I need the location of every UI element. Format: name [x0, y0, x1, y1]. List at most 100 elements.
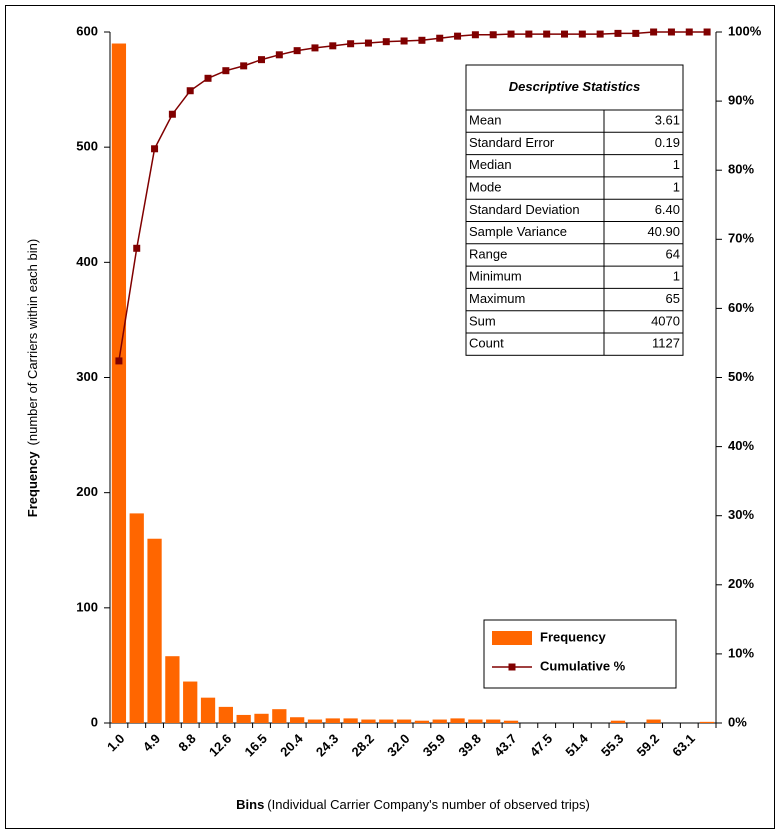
- bar: [468, 719, 483, 723]
- cumulative-marker: [436, 34, 444, 42]
- cumulative-marker: [311, 44, 319, 52]
- table-value: 6.40: [655, 202, 680, 217]
- cumulative-marker: [561, 30, 568, 38]
- table-value: 1: [673, 157, 680, 172]
- cumulative-marker: [525, 30, 533, 38]
- cumulative-marker: [703, 28, 711, 36]
- bar: [503, 720, 519, 723]
- y2-tick-label: 40%: [728, 438, 754, 453]
- table-value: 1: [673, 269, 680, 284]
- y-tick-label: 200: [76, 484, 98, 499]
- y-axis-title-note: (number of Carriers within each bin): [25, 239, 40, 446]
- table-value: 3.61: [655, 113, 680, 128]
- bar: [254, 713, 269, 723]
- y2-tick-label: 90%: [728, 93, 754, 108]
- bar: [325, 718, 340, 723]
- bar: [432, 719, 447, 723]
- table-value: 1: [673, 179, 680, 194]
- y2-tick-label: 0%: [728, 714, 747, 729]
- cumulative-marker: [115, 357, 123, 365]
- y-tick-label: 0: [91, 714, 98, 729]
- table-value: 0.19: [655, 135, 680, 150]
- cumulative-marker: [258, 56, 265, 64]
- table-label: Median: [469, 157, 512, 172]
- table-label: Sum: [469, 313, 496, 328]
- y2-tick-label: 80%: [728, 162, 754, 177]
- cumulative-marker: [685, 28, 693, 36]
- bar: [646, 719, 661, 723]
- bar: [379, 719, 394, 723]
- y2-tick-label: 30%: [728, 507, 754, 522]
- legend-marker: [508, 663, 516, 671]
- bar: [307, 719, 323, 723]
- bar: [290, 717, 305, 723]
- cumulative-marker: [471, 31, 479, 39]
- cumulative-marker: [240, 62, 248, 70]
- stats-table-title: Descriptive Statistics: [509, 79, 641, 94]
- cumulative-marker: [507, 30, 515, 38]
- cumulative-marker: [133, 244, 141, 252]
- bar: [414, 720, 430, 723]
- cumulative-marker: [151, 145, 159, 153]
- bar: [272, 709, 287, 723]
- bar: [147, 538, 162, 723]
- y2-tick-label: 50%: [728, 369, 754, 384]
- cumulative-marker: [578, 30, 586, 38]
- table-label: Standard Error: [469, 135, 555, 150]
- bar: [183, 681, 198, 723]
- y-axis-title-main: Frequency: [25, 451, 40, 518]
- cumulative-marker: [168, 110, 176, 118]
- cumulative-marker: [329, 42, 337, 50]
- table-label: Range: [469, 246, 507, 261]
- cumulative-marker: [382, 38, 390, 46]
- cumulative-marker: [293, 47, 301, 55]
- y-tick-label: 300: [76, 369, 98, 384]
- cumulative-marker: [632, 29, 640, 37]
- table-label: Mean: [469, 113, 502, 128]
- table-label: Mode: [469, 179, 502, 194]
- table-value: 40.90: [647, 224, 680, 239]
- y-tick-label: 600: [76, 23, 98, 38]
- stats-table: [465, 64, 684, 356]
- cumulative-marker: [186, 87, 194, 95]
- cumulative-marker: [596, 30, 604, 38]
- table-label: Standard Deviation: [469, 202, 580, 217]
- bar: [111, 43, 127, 724]
- y2-tick-label: 60%: [728, 300, 754, 315]
- table-value: 4070: [651, 313, 680, 328]
- cumulative-line: [118, 31, 708, 362]
- bar: [129, 513, 144, 723]
- cumulative-marker: [275, 51, 283, 59]
- bar: [236, 714, 251, 723]
- legend-swatch: [492, 631, 532, 645]
- y-tick-label: 400: [76, 254, 98, 269]
- bar: [396, 719, 412, 723]
- table-value: 64: [666, 246, 680, 261]
- y2-tick-label: 20%: [728, 576, 754, 591]
- bar: [450, 718, 465, 723]
- cumulative-marker: [400, 37, 408, 45]
- y-tick-label: 100: [76, 599, 98, 614]
- table-value: 1127: [652, 336, 680, 351]
- bar: [218, 706, 233, 723]
- bar: [699, 721, 715, 723]
- y2-tick-label: 100%: [728, 23, 762, 38]
- cumulative-marker: [667, 28, 675, 36]
- legend-label: Frequency: [540, 629, 607, 644]
- bar: [610, 720, 626, 723]
- cumulative-marker: [489, 31, 497, 39]
- bar: [486, 719, 501, 723]
- table-label: Minimum: [469, 269, 522, 284]
- cumulative-marker: [543, 30, 551, 38]
- bar: [165, 656, 180, 723]
- bar: [343, 718, 358, 723]
- y-axis-title: Frequency (number of Carriers within each…: [25, 239, 40, 517]
- x-axis-title-note: (Individual Carrier Company's number of …: [267, 797, 590, 812]
- x-axis-title-main: Bins: [236, 797, 264, 812]
- cumulative-marker: [650, 28, 658, 36]
- cumulative-marker: [454, 32, 462, 40]
- cumulative-marker: [347, 40, 355, 48]
- table-label: Sample Variance: [469, 224, 567, 239]
- table-label: Count: [469, 336, 504, 351]
